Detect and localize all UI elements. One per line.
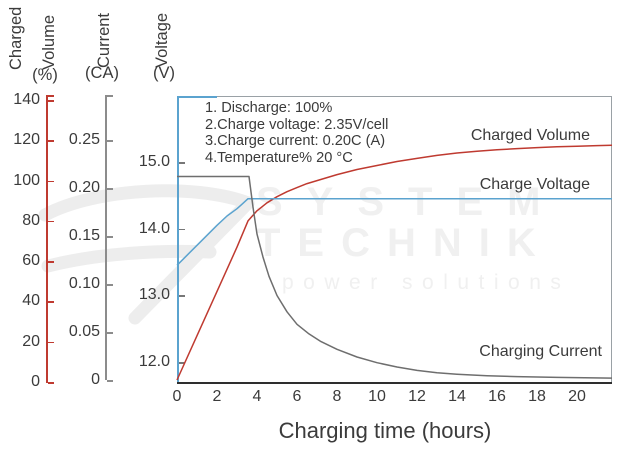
current-axis-line: [105, 95, 107, 380]
tick-charged_volume: [47, 100, 54, 102]
tick-current: [106, 188, 113, 190]
x-axis-line: [177, 382, 612, 384]
tick-voltage: [178, 228, 185, 231]
tick-label-voltage: 15.0: [138, 153, 170, 170]
y-axis-unit-charged_volume: (%): [32, 66, 58, 84]
y-axis-unit-current: (CA): [85, 64, 119, 82]
tick-charged_volume: [47, 140, 54, 142]
tick-current: [106, 236, 113, 238]
tick-label-x: 20: [568, 388, 586, 405]
tick-charged_volume: [47, 341, 54, 344]
plot-top-border-blue-segment: [177, 96, 217, 98]
tick-current: [106, 284, 113, 286]
annotation-line: 1. Discharge: 100%: [205, 100, 333, 116]
plot-top-border: [177, 96, 612, 97]
y-axis-title-word-current: Current: [95, 12, 113, 68]
annotation-line: 2.Charge voltage: 2.35V/cell: [205, 116, 389, 133]
tick-label-charged_volume: 80: [22, 211, 40, 229]
tick-label-x: 0: [172, 388, 182, 405]
tick-label-charged_volume: 40: [22, 292, 40, 310]
tick-voltage: [178, 162, 185, 164]
annotation-line: 3.Charge current: 0.20C (A): [205, 133, 386, 150]
annotation-line: 4.Temperature% 20 °C: [205, 149, 353, 166]
tick-charged_volume: [47, 220, 54, 223]
tick-voltage: [178, 362, 185, 364]
tick-label-x: 14: [448, 388, 466, 405]
annotation-block: 1. Discharge: 100% 2.Charge voltage: 2.35…: [205, 100, 388, 166]
charging-current-curve-label: Charging Current: [479, 343, 602, 360]
y-axis-unit-voltage: (V): [153, 64, 175, 82]
watermark-text-technik: TECHNIK: [256, 221, 553, 265]
current-axis-line-top-bracket: [105, 95, 113, 97]
tick-label-x: 6: [292, 388, 302, 405]
y-axis-title-word-voltage: Voltage: [153, 12, 171, 68]
charged-volume-curve-label: Charged Volume: [470, 127, 590, 144]
tick-label-voltage: 13.0: [138, 286, 170, 304]
tick-charged_volume: [47, 301, 54, 303]
tick-label-charged_volume: 20: [22, 332, 40, 350]
tick-label-current: 0.15: [68, 227, 100, 244]
tick-label-charged_volume: 120: [13, 131, 40, 149]
tick-label-x: 8: [332, 388, 342, 405]
tick-label-x: 16: [488, 388, 506, 405]
tick-current: [106, 332, 113, 334]
plot-right-border: [611, 96, 612, 383]
tick-label-current: 0.20: [68, 179, 100, 196]
tick-label-voltage: 14.0: [138, 219, 170, 237]
tick-label-x: 4: [252, 388, 262, 405]
charged-volume-axis-line: [46, 95, 48, 383]
tick-label-current: 0: [91, 371, 100, 388]
tick-label-x: 18: [528, 388, 546, 405]
tick-label-charged_volume: 60: [22, 252, 40, 270]
tick-voltage: [178, 295, 185, 297]
x-axis-title: Charging time (hours): [278, 418, 492, 443]
voltage-axis-line: [177, 96, 179, 383]
tick-label-current: 0.05: [68, 323, 100, 340]
tick-charged_volume: [47, 180, 54, 183]
tick-label-charged_volume: 0: [31, 373, 40, 390]
tick-charged_volume: [47, 382, 54, 384]
tick-label-current: 0.10: [68, 275, 100, 292]
tick-label-x: 10: [368, 388, 386, 405]
charge-voltage-curve-label: Charge Voltage: [479, 176, 590, 193]
tick-label-current: 0.25: [68, 131, 100, 148]
tick-label-voltage: 12.0: [138, 353, 170, 370]
tick-charged_volume: [47, 261, 54, 263]
tick-label-x: 12: [408, 388, 426, 405]
y-axis-title-word-charged_volume: Volume: [40, 14, 58, 70]
tick-label-charged_volume: 140: [13, 91, 40, 109]
charged-volume-axis-line-top-bracket: [46, 95, 54, 97]
tick-current: [106, 380, 113, 382]
tick-current: [106, 140, 113, 142]
y-axis-title-word-charged_volume: Charged: [7, 6, 25, 70]
watermark-text-power-solutions: power solutions: [282, 271, 571, 294]
tick-label-charged_volume: 100: [13, 171, 40, 189]
tick-label-x: 2: [212, 388, 222, 405]
